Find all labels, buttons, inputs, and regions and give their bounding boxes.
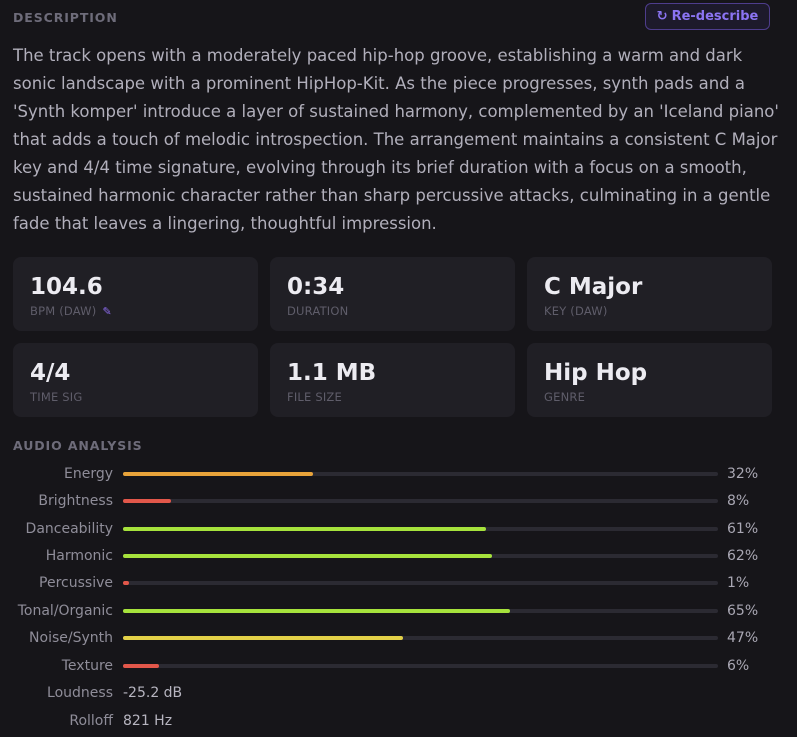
refresh-icon: ↻	[656, 9, 668, 24]
metric-row-percussive: Percussive 1%	[0, 573, 797, 593]
audio-analysis-heading: AUDIO ANALYSIS	[13, 438, 143, 453]
metric-percent: 1%	[727, 575, 750, 591]
redescribe-button[interactable]: ↻ Re-describe	[645, 3, 770, 30]
metric-row-texture: Texture 6%	[0, 656, 797, 676]
readout-row-rolloff: Rolloff 821 Hz	[0, 711, 797, 731]
metric-bar-fill	[123, 554, 492, 558]
metric-percent: 65%	[727, 603, 759, 619]
metric-label: Tonal/Organic	[17, 603, 113, 619]
metric-bar-track	[123, 499, 718, 503]
readout-value: -25.2 dB	[123, 685, 183, 701]
metric-label: Energy	[63, 466, 113, 482]
stat-value: C Major	[544, 274, 643, 300]
stat-card-key: C Major KEY (DAW)	[527, 257, 772, 331]
stat-value: 4/4	[30, 360, 71, 386]
metric-percent: 62%	[727, 548, 759, 564]
metric-bar-fill	[123, 527, 486, 531]
metric-row-noise-synth: Noise/Synth 47%	[0, 628, 797, 648]
pencil-icon[interactable]: ✎	[102, 304, 112, 318]
description-heading: DESCRIPTION	[13, 10, 118, 25]
metric-label: Percussive	[39, 575, 113, 591]
metric-bar-track	[123, 472, 718, 476]
stat-label: GENRE	[544, 390, 586, 404]
stat-value: 0:34	[287, 274, 345, 300]
metric-percent: 6%	[727, 658, 750, 674]
track-description: The track opens with a moderately paced …	[13, 46, 779, 233]
stat-value: Hip Hop	[544, 360, 648, 386]
metric-bar-fill	[123, 499, 171, 503]
stat-label: DURATION	[287, 304, 349, 318]
stat-card-genre: Hip Hop GENRE	[527, 343, 772, 417]
metric-label: Brightness	[38, 493, 113, 509]
readout-row-loudness: Loudness -25.2 dB	[0, 683, 797, 703]
stat-label: KEY (DAW)	[544, 304, 608, 318]
readout-label: Rolloff	[69, 713, 113, 729]
redescribe-label: Re-describe	[671, 9, 759, 24]
metric-row-brightness: Brightness 8%	[0, 491, 797, 511]
metric-bar-track	[123, 581, 718, 585]
stat-label: BPM (DAW)	[30, 304, 97, 318]
metric-row-harmonic: Harmonic 62%	[0, 546, 797, 566]
metric-bar-fill	[123, 636, 403, 640]
metric-label: Harmonic	[45, 548, 113, 564]
readout-value: 821 Hz	[123, 713, 173, 729]
stat-value: 1.1 MB	[287, 360, 377, 386]
metric-percent: 8%	[727, 493, 750, 509]
metric-row-tonal-organic: Tonal/Organic 65%	[0, 601, 797, 621]
stat-label: FILE SIZE	[287, 390, 342, 404]
metric-row-danceability: Danceability 61%	[0, 519, 797, 539]
stat-card-time-sig: 4/4 TIME SIG	[13, 343, 258, 417]
metric-bar-fill	[123, 581, 129, 585]
metric-bar-fill	[123, 664, 159, 668]
metric-percent: 32%	[727, 466, 759, 482]
metric-bar-fill	[123, 472, 314, 476]
stat-card-duration: 0:34 DURATION	[270, 257, 515, 331]
metric-percent: 61%	[727, 521, 759, 537]
metric-bar-track	[123, 664, 718, 668]
stat-label: TIME SIG	[30, 390, 83, 404]
metric-bar-track	[123, 554, 718, 558]
metric-bar-track	[123, 527, 718, 531]
metric-bar-track	[123, 636, 718, 640]
readout-label: Loudness	[47, 685, 113, 701]
stat-card-bpm: 104.6 BPM (DAW) ✎	[13, 257, 258, 331]
metric-label: Noise/Synth	[29, 630, 113, 646]
metric-row-energy: Energy 32%	[0, 464, 797, 484]
metric-percent: 47%	[727, 630, 759, 646]
stat-card-file-size: 1.1 MB FILE SIZE	[270, 343, 515, 417]
stat-value: 104.6	[30, 274, 103, 300]
metric-bar-track	[123, 609, 718, 613]
metric-bar-fill	[123, 609, 510, 613]
metric-label: Texture	[61, 658, 113, 674]
metric-label: Danceability	[25, 521, 113, 537]
